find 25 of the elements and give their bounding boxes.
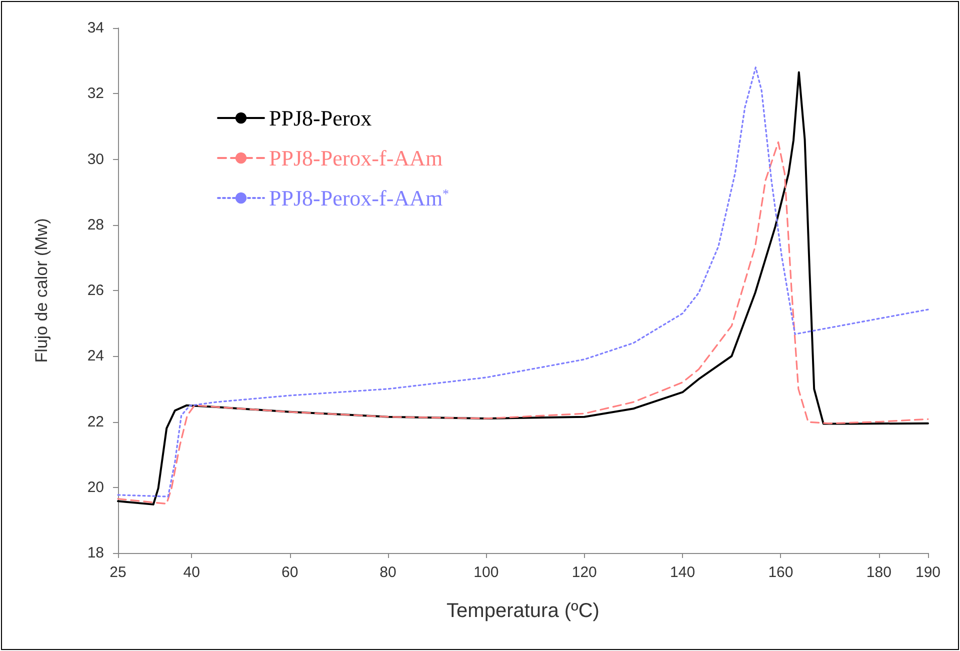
- y-tick-label: 26: [87, 282, 104, 299]
- x-tick-label: 60: [281, 564, 298, 581]
- x-tick-label: 25: [110, 564, 126, 581]
- y-tick-label: 22: [87, 413, 104, 430]
- x-tick-label: 80: [380, 564, 396, 581]
- x-tick-label: 190: [915, 564, 941, 581]
- y-tick-label: 28: [87, 216, 104, 234]
- y-tick-label: 24: [87, 348, 104, 365]
- y-axis-title: Flujo de calor (Mw): [32, 218, 51, 363]
- y-tick-label: 30: [87, 150, 104, 168]
- y-tick-label: 32: [87, 85, 104, 102]
- legend-label: PPJ8-Perox-f-AAm*: [269, 186, 450, 210]
- legend-label: PPJ8-Perox: [269, 106, 372, 130]
- x-tick-label: 160: [768, 564, 794, 581]
- x-tick-label: 140: [670, 564, 696, 581]
- y-tick-label: 20: [87, 478, 104, 496]
- x-tick-label: 180: [866, 564, 892, 581]
- line-series: [117, 141, 929, 505]
- x-axis-title: Temperatura (ºC): [446, 600, 600, 622]
- x-tick-label: 100: [474, 564, 499, 581]
- legend-label: PPJ8-Perox-f-AAm: [269, 146, 443, 170]
- x-tick-label: 120: [572, 564, 597, 581]
- x-tick-label: 40: [183, 564, 200, 581]
- y-tick-label: 34: [87, 20, 104, 36]
- y-tick-label: 18: [87, 544, 104, 562]
